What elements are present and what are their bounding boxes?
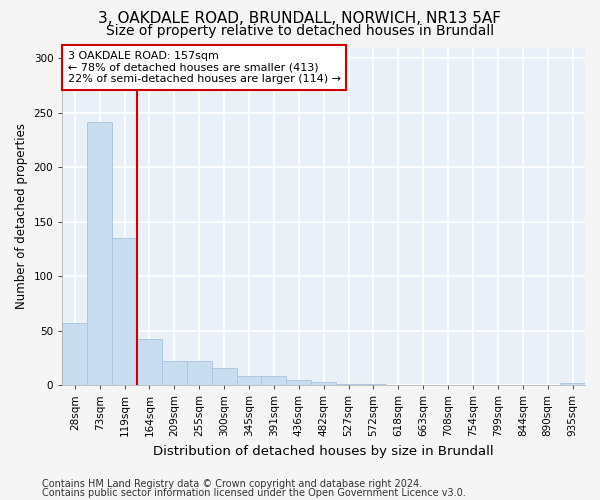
Text: 3, OAKDALE ROAD, BRUNDALL, NORWICH, NR13 5AF: 3, OAKDALE ROAD, BRUNDALL, NORWICH, NR13… (98, 11, 502, 26)
Bar (286, 380, 311, 385)
Text: Size of property relative to detached houses in Brundall: Size of property relative to detached ho… (106, 24, 494, 38)
Bar (560, 383, 585, 385)
Bar (262, 376, 286, 385)
Bar (212, 368, 236, 385)
X-axis label: Distribution of detached houses by size in Brundall: Distribution of detached houses by size … (154, 444, 494, 458)
Text: 3 OAKDALE ROAD: 157sqm
← 78% of detached houses are smaller (413)
22% of semi-de: 3 OAKDALE ROAD: 157sqm ← 78% of detached… (68, 51, 341, 84)
Bar (187, 361, 212, 385)
Bar (236, 376, 262, 385)
Bar (361, 384, 386, 385)
Bar (336, 384, 361, 385)
Text: Contains public sector information licensed under the Open Government Licence v3: Contains public sector information licen… (42, 488, 466, 498)
Bar (311, 382, 336, 385)
Bar (62, 323, 87, 385)
Y-axis label: Number of detached properties: Number of detached properties (15, 124, 28, 310)
Bar (162, 361, 187, 385)
Text: Contains HM Land Registry data © Crown copyright and database right 2024.: Contains HM Land Registry data © Crown c… (42, 479, 422, 489)
Bar (112, 238, 137, 385)
Bar (87, 122, 112, 385)
Bar (137, 340, 162, 385)
